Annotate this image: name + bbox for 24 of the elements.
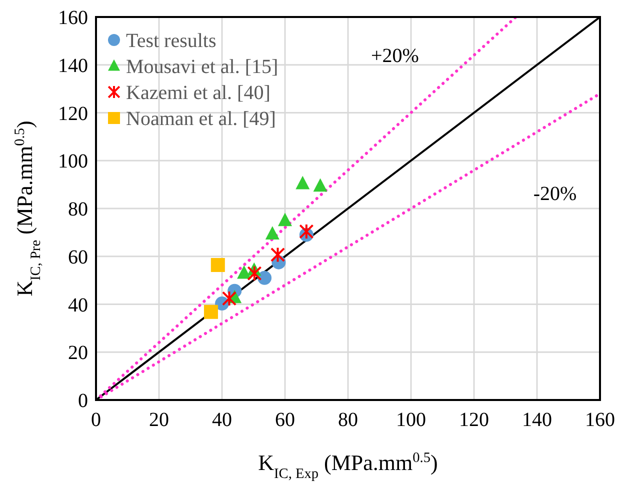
legend-label: Mousavi et al. [15] bbox=[126, 56, 278, 78]
y-tick-label: 80 bbox=[68, 198, 88, 220]
legend-label: Noaman et al. [49] bbox=[126, 108, 276, 130]
x-tick-label: 100 bbox=[396, 409, 426, 431]
legend-label: Test results bbox=[126, 30, 216, 52]
y-tick-label: 100 bbox=[58, 150, 88, 173]
x-tick-label: 140 bbox=[522, 409, 552, 431]
y-tick-label: 20 bbox=[68, 342, 88, 364]
x-tick-label: 40 bbox=[212, 409, 232, 431]
annotation: +20% bbox=[371, 45, 419, 67]
legend-label: Kazemi et al. [40] bbox=[126, 82, 270, 104]
x-tick-label: 80 bbox=[338, 409, 358, 431]
y-tick-label: 60 bbox=[68, 246, 88, 268]
y-tick-label: 160 bbox=[58, 7, 88, 29]
y-tick-label: 40 bbox=[68, 294, 88, 316]
x-tick-label: 160 bbox=[585, 409, 615, 431]
annotation: -20% bbox=[533, 183, 577, 205]
y-tick-label: 0 bbox=[78, 390, 88, 412]
y-tick-label: 120 bbox=[58, 102, 88, 125]
x-tick-label: 20 bbox=[149, 409, 169, 431]
x-axis-title: K$_{IC, Exp}$ (MPa.mm$^{0.5}$) bbox=[258, 450, 438, 482]
x-tick-label: 120 bbox=[459, 409, 489, 431]
x-tick-label: 60 bbox=[275, 409, 295, 431]
y-tick-label: 140 bbox=[58, 54, 88, 77]
